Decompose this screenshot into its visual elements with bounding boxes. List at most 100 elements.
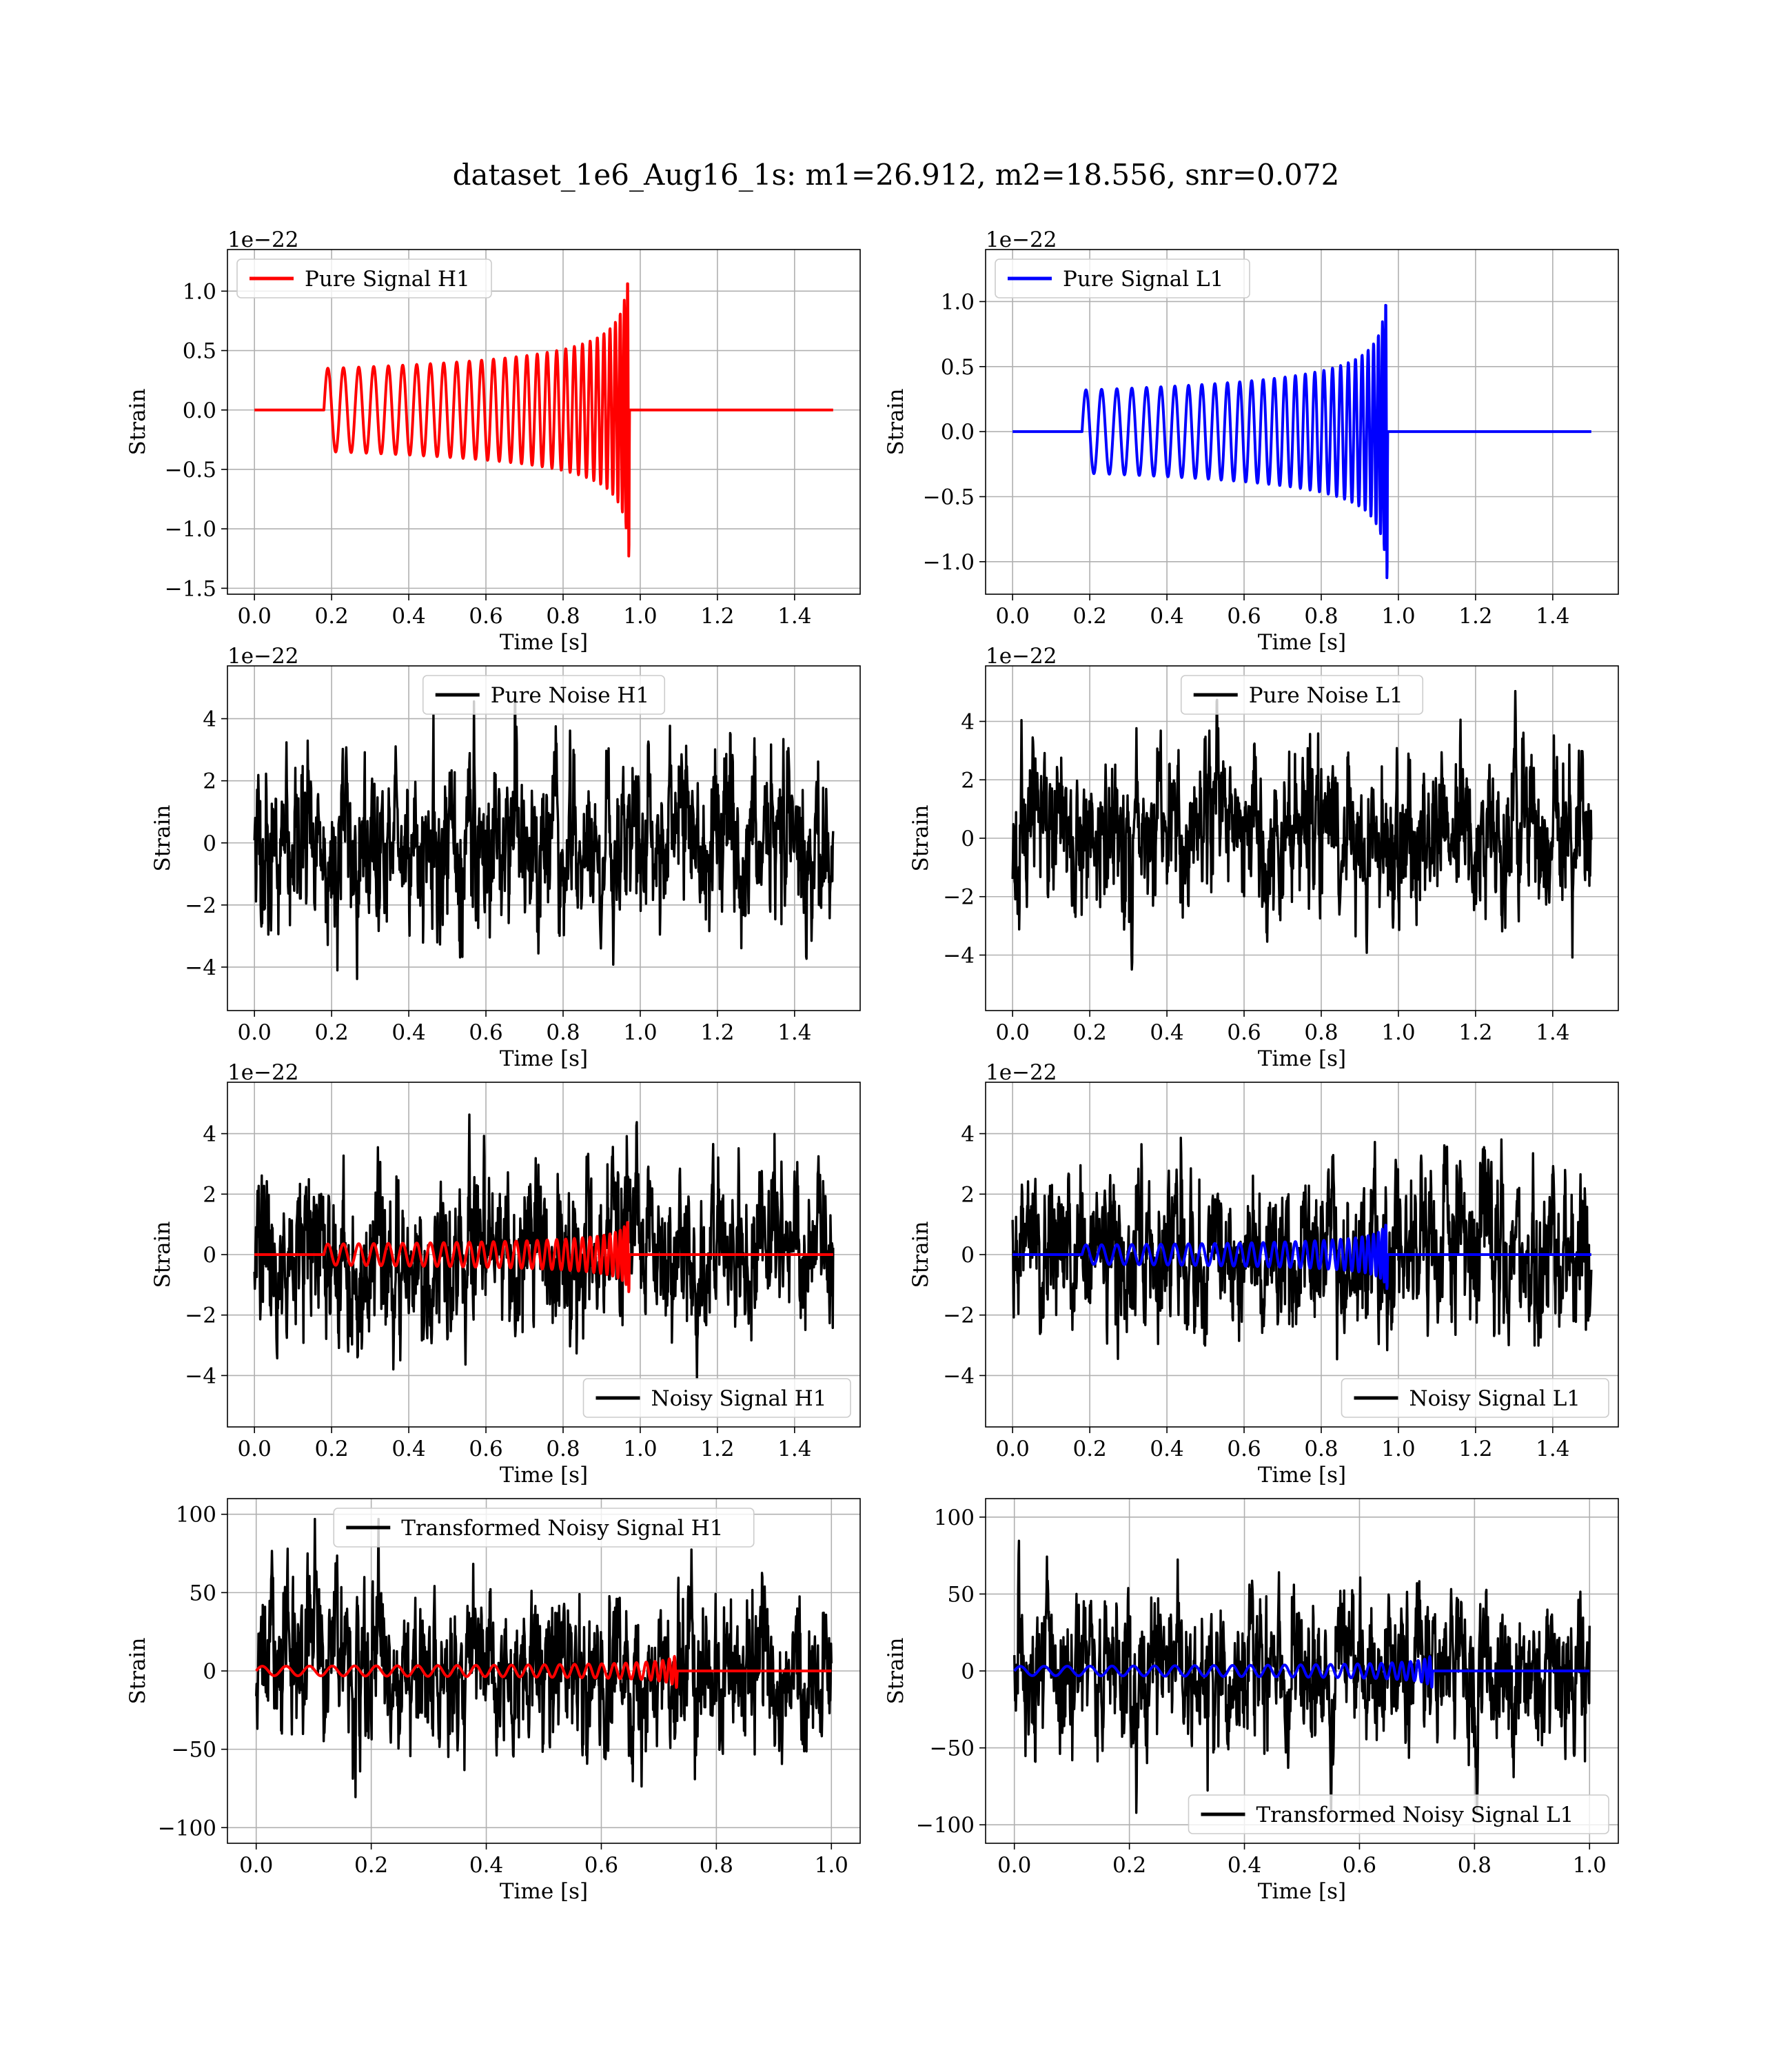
- x-tick-label: 1.2: [700, 604, 734, 629]
- y-tick-label: 0: [203, 1243, 216, 1268]
- y-tick-label: 1.0: [941, 290, 975, 314]
- y-tick-label: 0.5: [941, 355, 975, 380]
- offset-text: 1e−22: [986, 1060, 1057, 1085]
- y-tick-label: −1.5: [165, 576, 216, 601]
- y-tick-label: 50: [190, 1581, 216, 1605]
- y-tick-label: 100: [934, 1506, 975, 1530]
- x-tick-label: 0.6: [469, 604, 502, 629]
- x-tick-label: 1.0: [623, 1437, 657, 1461]
- x-tick-label: 0.6: [1343, 1853, 1376, 1878]
- noise-line-pure-noise-h1: [253, 696, 835, 980]
- x-tick-label: 0.6: [1227, 604, 1261, 629]
- y-tick-label: −4: [943, 1364, 975, 1388]
- y-tick-label: −0.5: [923, 485, 975, 509]
- y-tick-label: −4: [943, 943, 975, 968]
- noise-line-pure-noise-l1: [1011, 689, 1593, 971]
- y-tick-label: −2: [185, 1304, 216, 1328]
- x-tick-label: 1.4: [1536, 604, 1569, 629]
- legend: Noisy Signal H1: [582, 1378, 851, 1418]
- axes-frame: [227, 665, 861, 1011]
- y-tick-label: 2: [203, 1182, 216, 1207]
- legend-box: [582, 1378, 851, 1418]
- offset-text: 1e−22: [227, 227, 299, 252]
- grid: [986, 250, 1618, 594]
- x-tick-label: 0.2: [1112, 1853, 1146, 1878]
- noise-line-noisy-signal-h1: [253, 1113, 835, 1380]
- x-tick-label: 1.4: [777, 1020, 811, 1045]
- x-tick-label: 0.8: [546, 604, 580, 629]
- x-tick-label: 1.0: [623, 1020, 657, 1045]
- x-tick-label: 1.4: [1536, 1020, 1569, 1045]
- x-tick-label: 0.4: [1150, 1020, 1183, 1045]
- x-tick-label: 1.2: [1458, 604, 1492, 629]
- y-tick-label: 0.0: [183, 398, 216, 423]
- x-tick-label: 0.2: [1072, 604, 1106, 629]
- legend: Pure Signal L1: [995, 258, 1250, 298]
- subplot-transformed-noisy-signal-l1: 0.0 0.2 0.4 0.6 0.8 1.0 −100 −50 0 50 100 Time [s] S…: [884, 1498, 1619, 1904]
- legend: Transformed Noisy Signal H1: [333, 1508, 755, 1548]
- x-tick-label: 1.4: [777, 1437, 811, 1461]
- legend-box: [236, 258, 492, 298]
- y-tick-label: 4: [961, 1122, 975, 1147]
- y-tick-label: −4: [185, 955, 216, 980]
- legend-box: [1180, 675, 1424, 715]
- x-tick-label: 0.0: [239, 1853, 273, 1878]
- legend: Noisy Signal L1: [1341, 1378, 1609, 1418]
- y-tick-label: −4: [185, 1364, 216, 1388]
- x-tick-label: 0.4: [391, 1437, 425, 1461]
- x-tick-label: 1.0: [623, 604, 657, 629]
- x-tick-label: 0.6: [584, 1853, 618, 1878]
- y-axis-label: Strain: [908, 805, 933, 872]
- x-tick-label: 0.4: [1228, 1853, 1261, 1878]
- y-tick-label: 4: [203, 707, 216, 732]
- x-tick-label: 0.8: [546, 1020, 580, 1045]
- y-axis-label: Strain: [908, 1221, 933, 1288]
- x-tick-label: 0.6: [1227, 1437, 1261, 1461]
- grid: [986, 1082, 1618, 1427]
- y-tick-label: −0.5: [165, 458, 216, 483]
- y-tick-label: 0: [961, 827, 975, 851]
- x-tick-label: 0.2: [314, 1437, 348, 1461]
- x-tick-label: 1.0: [1381, 604, 1415, 629]
- offset-text: 1e−22: [986, 227, 1057, 252]
- x-tick-label: 0.0: [996, 604, 1030, 629]
- x-tick-label: 0.0: [238, 1020, 272, 1045]
- legend-box: [1341, 1378, 1609, 1418]
- legend-label: Pure Noise H1: [491, 683, 649, 708]
- y-tick-label: −1.0: [923, 550, 975, 575]
- offset-text: 1e−22: [227, 1060, 299, 1085]
- y-tick-label: 4: [961, 710, 975, 735]
- x-tick-label: 0.0: [997, 1853, 1031, 1878]
- x-tick-label: 0.8: [546, 1437, 580, 1461]
- plot-area: [255, 1517, 833, 1798]
- y-tick-label: −2: [185, 893, 216, 918]
- legend-box: [333, 1508, 755, 1548]
- axes-frame: [985, 249, 1619, 595]
- x-axis-label: Time [s]: [1258, 1879, 1346, 1904]
- subplot-grid: 0.0 0.2 0.4 0.6 0.8 1.0 1.2 1.4 −1.5 −1.0 −0.5 0.0 0…: [125, 227, 1619, 1904]
- offset-text: 1e−22: [227, 644, 299, 669]
- plot-area: [1011, 689, 1593, 971]
- y-tick-label: 0: [961, 1659, 975, 1684]
- legend-label: Pure Signal H1: [305, 267, 470, 292]
- legend-box: [995, 258, 1250, 298]
- signal-line-noisy-signal-h1: [253, 1221, 835, 1293]
- y-tick-label: −50: [930, 1736, 975, 1761]
- y-axis-label: Strain: [125, 389, 150, 456]
- subplot-pure-signal-l1: 0.0 0.2 0.4 0.6 0.8 1.0 1.2 1.4 −1.0 −0.5 0.0 0.5 1.…: [884, 227, 1619, 655]
- subplot-noisy-signal-h1: 0.0 0.2 0.4 0.6 0.8 1.0 1.2 1.4 −4 −2 0 2 4 Time [s] S…: [150, 1060, 861, 1488]
- plot-area: [1013, 1539, 1591, 1814]
- x-tick-label: 1.2: [700, 1437, 734, 1461]
- signal-line-pure-signal-l1: [1011, 303, 1593, 580]
- y-tick-label: 0.5: [183, 339, 216, 364]
- subplot-pure-signal-h1: 0.0 0.2 0.4 0.6 0.8 1.0 1.2 1.4 −1.5 −1.0 −0.5 0.0 0…: [125, 227, 861, 655]
- x-tick-label: 1.4: [1536, 1437, 1569, 1461]
- y-tick-label: −100: [916, 1813, 975, 1838]
- x-tick-label: 0.4: [1150, 604, 1183, 629]
- y-axis-label: Strain: [884, 1638, 908, 1705]
- y-axis-label: Strain: [125, 1638, 150, 1705]
- x-tick-label: 0.8: [700, 1853, 733, 1878]
- legend-box: [1188, 1794, 1609, 1834]
